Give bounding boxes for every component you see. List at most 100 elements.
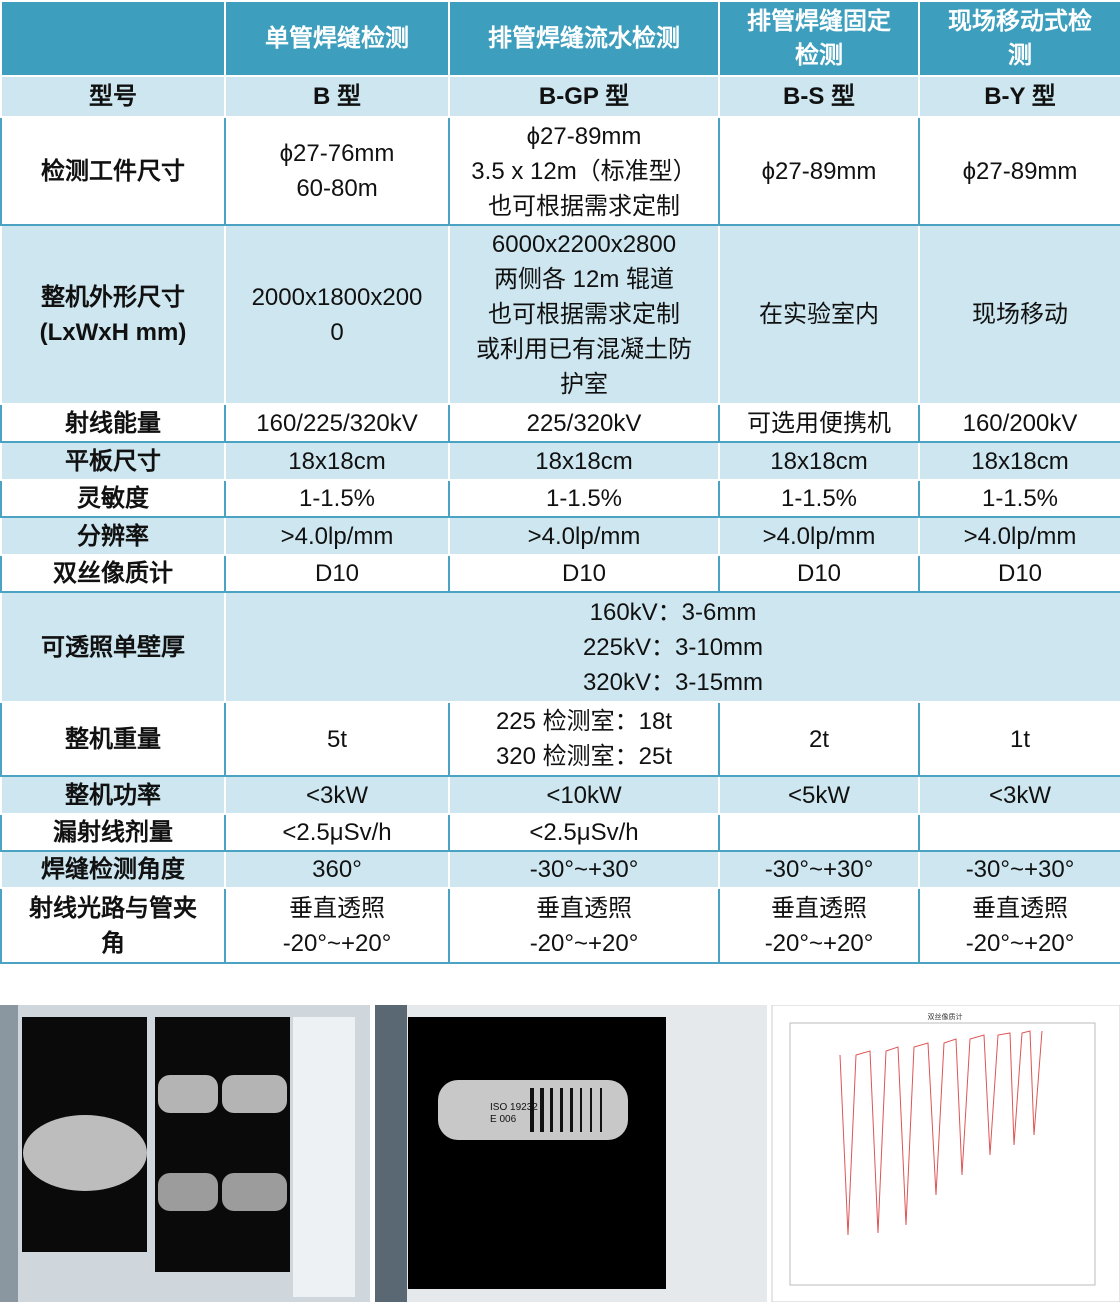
text-line: 在实验室内 bbox=[759, 301, 879, 328]
table-cell: <2.5μSv/h bbox=[448, 813, 720, 852]
table-cell: D10 bbox=[224, 554, 450, 593]
text-line: 360° bbox=[312, 856, 362, 883]
table-row: 分辨率 >4.0lp/mm >4.0lp/mm >4.0lp/mm >4.0lp/mm bbox=[0, 516, 1120, 556]
chart-title: 双丝像质计 bbox=[928, 1012, 963, 1021]
table-cell: 18x18cm bbox=[718, 441, 920, 481]
table-cell: B-Y 型 bbox=[918, 75, 1120, 118]
table-row: 双丝像质计 D10 D10 D10 D10 bbox=[0, 554, 1120, 593]
table-cell: 可选用便携机 bbox=[718, 403, 920, 443]
text-line: 两侧各 12m 辊道 bbox=[493, 266, 675, 293]
row-label: 灵敏度 bbox=[0, 479, 226, 518]
text-line: 现场移动 bbox=[972, 301, 1068, 328]
table-cell: 1-1.5% bbox=[918, 479, 1120, 518]
table-cell: <10kW bbox=[448, 775, 720, 815]
text-line: 可选用便携机 bbox=[747, 409, 891, 437]
text-line: ϕ27-76mm bbox=[279, 140, 395, 167]
text-line: D10 bbox=[561, 560, 607, 587]
row-label: 型号 bbox=[0, 75, 226, 118]
text-line: 也可根据需求定制 bbox=[488, 192, 680, 220]
text-line: D10 bbox=[796, 560, 842, 587]
table-cell: 160/225/320kV bbox=[224, 403, 450, 443]
text-line: 焊缝检测角度 bbox=[41, 856, 185, 883]
table-cell: 1t bbox=[918, 701, 1120, 777]
table-cell: 垂直透照 -20°~+20° bbox=[718, 887, 920, 964]
text-line: 检测 bbox=[795, 41, 843, 69]
spec-table: 单管焊缝检测 排管焊缝流水检测 排管焊缝固定 检测 现场移动式检测型号 B 型 B-GP 型… bbox=[0, 0, 1120, 964]
text-line: <3kW bbox=[305, 781, 368, 809]
table-cell: 2t bbox=[718, 701, 920, 777]
text-line: 160/200kV bbox=[962, 409, 1078, 437]
text-line: B-Y 型 bbox=[984, 83, 1056, 110]
table-cell: -30°~+30° bbox=[918, 850, 1120, 889]
text-line: 160/225/320kV bbox=[256, 409, 418, 437]
table-cell: B-GP 型 bbox=[448, 75, 720, 118]
text-line: 型号 bbox=[89, 83, 137, 110]
text-line: 225 检测室：18t bbox=[495, 708, 673, 735]
table-cell: 360° bbox=[224, 850, 450, 889]
text-line: 225kV：3-10mm bbox=[582, 633, 764, 661]
marker-text: E 006 bbox=[490, 1114, 517, 1125]
row-label: 整机外形尺寸 (LxWxH mm) bbox=[0, 224, 226, 405]
header-cell bbox=[0, 0, 226, 77]
table-row: 漏射线剂量 <2.5μSv/h <2.5μSv/h bbox=[0, 813, 1120, 852]
text-line: 现场移动式检 bbox=[948, 7, 1092, 35]
text-line: 测 bbox=[1008, 41, 1032, 69]
text-line: -30°~+30° bbox=[965, 856, 1075, 883]
table-cell: >4.0lp/mm bbox=[718, 516, 920, 556]
text-line: <5kW bbox=[787, 781, 850, 809]
table-cell: 垂直透照 -20°~+20° bbox=[224, 887, 450, 964]
table-cell: <3kW bbox=[224, 775, 450, 815]
table-cell: ϕ27-89mm 3.5 x 12m（标准型） 也可根据需求定制 bbox=[448, 116, 720, 226]
table-cell: -30°~+30° bbox=[718, 850, 920, 889]
text-line: 护室 bbox=[560, 371, 608, 398]
header-cell: 排管焊缝固定 检测 bbox=[718, 0, 920, 77]
header-cell: 排管焊缝流水检测 bbox=[448, 0, 720, 77]
text-line: D10 bbox=[314, 560, 360, 587]
text-line: B-S 型 bbox=[783, 83, 855, 110]
table-cell: 1-1.5% bbox=[448, 479, 720, 518]
row-label: 整机功率 bbox=[0, 775, 226, 815]
table-row: 型号 B 型 B-GP 型 B-S 型 B-Y 型 bbox=[0, 75, 1120, 118]
screenshot-3 bbox=[771, 1005, 1120, 1302]
text-line: ϕ27-89mm bbox=[962, 157, 1078, 185]
table-cell: D10 bbox=[918, 554, 1120, 593]
text-line: 2t bbox=[808, 725, 829, 753]
table-row: 可透照单壁厚 160kV：3-6mm 225kV：3-10mm 320kV：3-15m… bbox=[0, 591, 1120, 703]
text-line: 225/320kV bbox=[526, 409, 642, 437]
text-line: -30°~+30° bbox=[764, 856, 874, 883]
table-row: 射线光路与管夹角 垂直透照 -20°~+20° 垂直透照 -20°~+20° 垂直透照 -2… bbox=[0, 887, 1120, 964]
row-label: 漏射线剂量 bbox=[0, 813, 226, 852]
table-cell: 2000x1800x200 0 bbox=[224, 224, 450, 405]
text-line: 320kV：3-15mm bbox=[582, 668, 764, 696]
table-cell: D10 bbox=[448, 554, 720, 593]
table-cell: 垂直透照 -20°~+20° bbox=[918, 887, 1120, 964]
table-cell: >4.0lp/mm bbox=[448, 516, 720, 556]
table-row: 焊缝检测角度 360° -30°~+30° -30°~+30° -30°~+30° bbox=[0, 850, 1120, 889]
text-line: 1-1.5% bbox=[780, 485, 858, 512]
header-row: 单管焊缝检测 排管焊缝流水检测 排管焊缝固定 检测 现场移动式检测 bbox=[0, 0, 1120, 77]
row-label: 焊缝检测角度 bbox=[0, 850, 226, 889]
text-line: 射线光路与管夹 bbox=[29, 894, 197, 922]
text-line: 5t bbox=[326, 725, 347, 753]
text-line: 整机外形尺寸 bbox=[41, 283, 185, 311]
text-line: 1-1.5% bbox=[298, 485, 376, 512]
text-line: 18x18cm bbox=[535, 447, 633, 475]
table-cell: >4.0lp/mm bbox=[918, 516, 1120, 556]
table-cell: 6000x2200x2800 两侧各 12m 辊道 也可根据需求定制 或利用已有混凝土… bbox=[448, 224, 720, 405]
text-line: (LxWxH mm) bbox=[39, 318, 187, 346]
text-line: 垂直透照 bbox=[536, 894, 632, 922]
table-cell: ϕ27-76mm 60-80m bbox=[224, 116, 450, 226]
row-label: 射线能量 bbox=[0, 403, 226, 443]
row-label: 可透照单壁厚 bbox=[0, 591, 226, 703]
marker-text: ISO 19232 bbox=[490, 1102, 538, 1113]
text-line: 漏射线剂量 bbox=[53, 819, 173, 846]
row-label: 检测工件尺寸 bbox=[0, 116, 226, 226]
text-line: 1t bbox=[1009, 725, 1030, 753]
text-line: 垂直透照 bbox=[771, 894, 867, 922]
table-cell: <2.5μSv/h bbox=[224, 813, 450, 852]
table-row: 整机外形尺寸 (LxWxH mm) 2000x1800x200 0 6000x2200x… bbox=[0, 224, 1120, 405]
table-row: 整机功率 <3kW <10kW <5kW <3kW bbox=[0, 775, 1120, 815]
table-cell: 225/320kV bbox=[448, 403, 720, 443]
row-label: 射线光路与管夹角 bbox=[0, 887, 226, 964]
table-cell: 160/200kV bbox=[918, 403, 1120, 443]
